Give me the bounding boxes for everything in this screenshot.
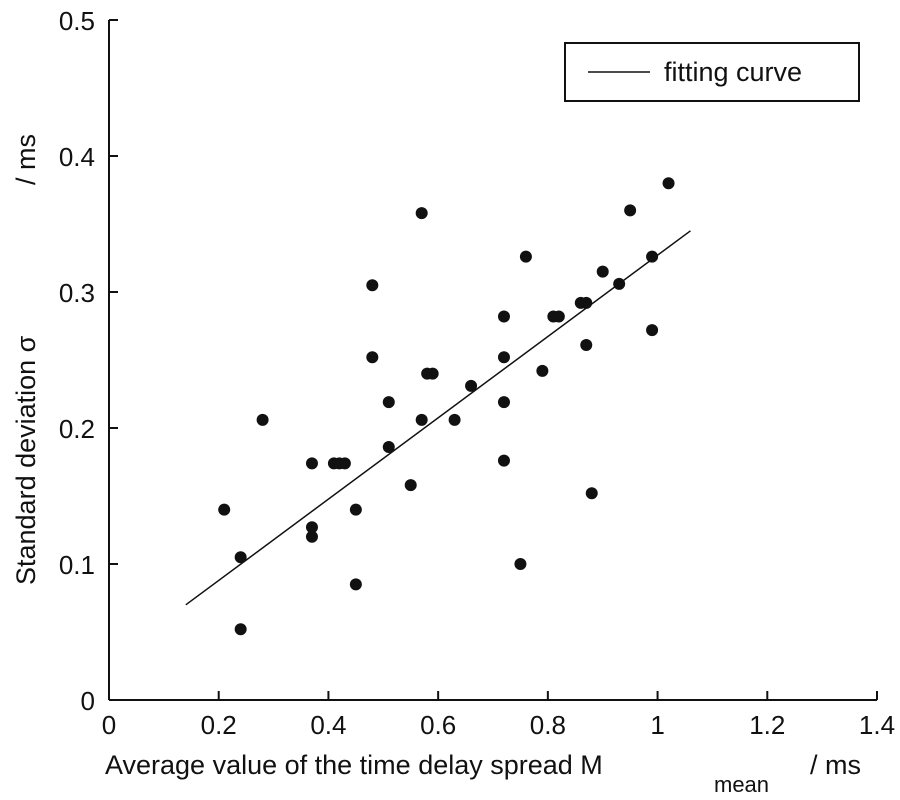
data-point: [349, 578, 362, 591]
data-point: [256, 413, 269, 426]
data-point: [497, 310, 510, 323]
data-point: [218, 503, 231, 516]
x-tick-label: 0.6: [420, 710, 456, 740]
x-axis-ticks: [108, 691, 878, 700]
y-tick-label: 0.5: [59, 6, 95, 36]
data-points: [218, 177, 675, 636]
data-point: [552, 310, 565, 323]
y-axis-title-main: Standard deviation σ: [11, 335, 41, 585]
y-axis-ticks: [109, 19, 118, 701]
data-point: [415, 207, 428, 220]
x-axis-title-main: Average value of the time delay spread M: [105, 750, 603, 780]
data-point: [465, 379, 478, 392]
x-axis-title-subscript: mean: [714, 772, 769, 797]
legend: fitting curve: [564, 42, 860, 102]
data-point: [580, 296, 593, 309]
x-tick-label: 1: [650, 710, 664, 740]
data-point: [415, 413, 428, 426]
data-point: [305, 521, 318, 534]
data-point: [646, 324, 659, 337]
data-point: [338, 457, 351, 470]
x-tick-label: 0.2: [201, 710, 237, 740]
y-axis-tick-labels: 0 0.1 0.2 0.3 0.4 0.5: [59, 6, 95, 716]
x-axis-title-unit: / ms: [810, 750, 861, 780]
fitting-curve: [185, 230, 691, 606]
data-point: [646, 250, 659, 263]
data-point: [448, 413, 461, 426]
data-point: [234, 551, 247, 564]
y-axis-title-unit: / ms: [11, 134, 41, 185]
y-tick-label: 0: [81, 686, 95, 716]
y-tick-label: 0.3: [59, 278, 95, 308]
data-point: [497, 454, 510, 467]
data-point: [497, 396, 510, 409]
data-point: [305, 457, 318, 470]
data-point: [613, 277, 626, 290]
data-point: [366, 351, 379, 364]
x-tick-label: 0.8: [530, 710, 566, 740]
legend-label: fitting curve: [664, 57, 802, 87]
y-tick-label: 0.4: [59, 142, 95, 172]
data-point: [234, 623, 247, 636]
y-tick-label: 0.2: [59, 414, 95, 444]
x-axis-tick-labels: 0 0.2 0.4 0.6 0.8 1 1.2 1.4: [102, 710, 895, 740]
x-axis-title: Average value of the time delay spread M…: [105, 750, 861, 798]
x-tick-label: 0: [102, 710, 116, 740]
data-point: [580, 339, 593, 352]
x-tick-label: 1.4: [859, 710, 895, 740]
x-tick-label: 1.2: [749, 710, 785, 740]
data-point: [366, 279, 379, 292]
data-point: [349, 503, 362, 516]
data-point: [426, 367, 439, 380]
y-axis-title: Standard deviation σ / ms: [11, 134, 41, 585]
data-point: [382, 396, 395, 409]
data-point: [382, 441, 395, 454]
x-tick-label: 0.4: [310, 710, 346, 740]
y-tick-label: 0.1: [59, 550, 95, 580]
data-point: [536, 364, 549, 377]
fitting-curve-line: [185, 230, 691, 606]
data-point: [662, 177, 675, 190]
data-point: [585, 487, 598, 500]
data-point: [305, 530, 318, 543]
data-point: [404, 479, 417, 492]
data-point: [497, 351, 510, 364]
data-point: [519, 250, 532, 263]
data-point: [596, 265, 609, 278]
data-point: [514, 558, 527, 570]
data-point: [624, 204, 637, 217]
